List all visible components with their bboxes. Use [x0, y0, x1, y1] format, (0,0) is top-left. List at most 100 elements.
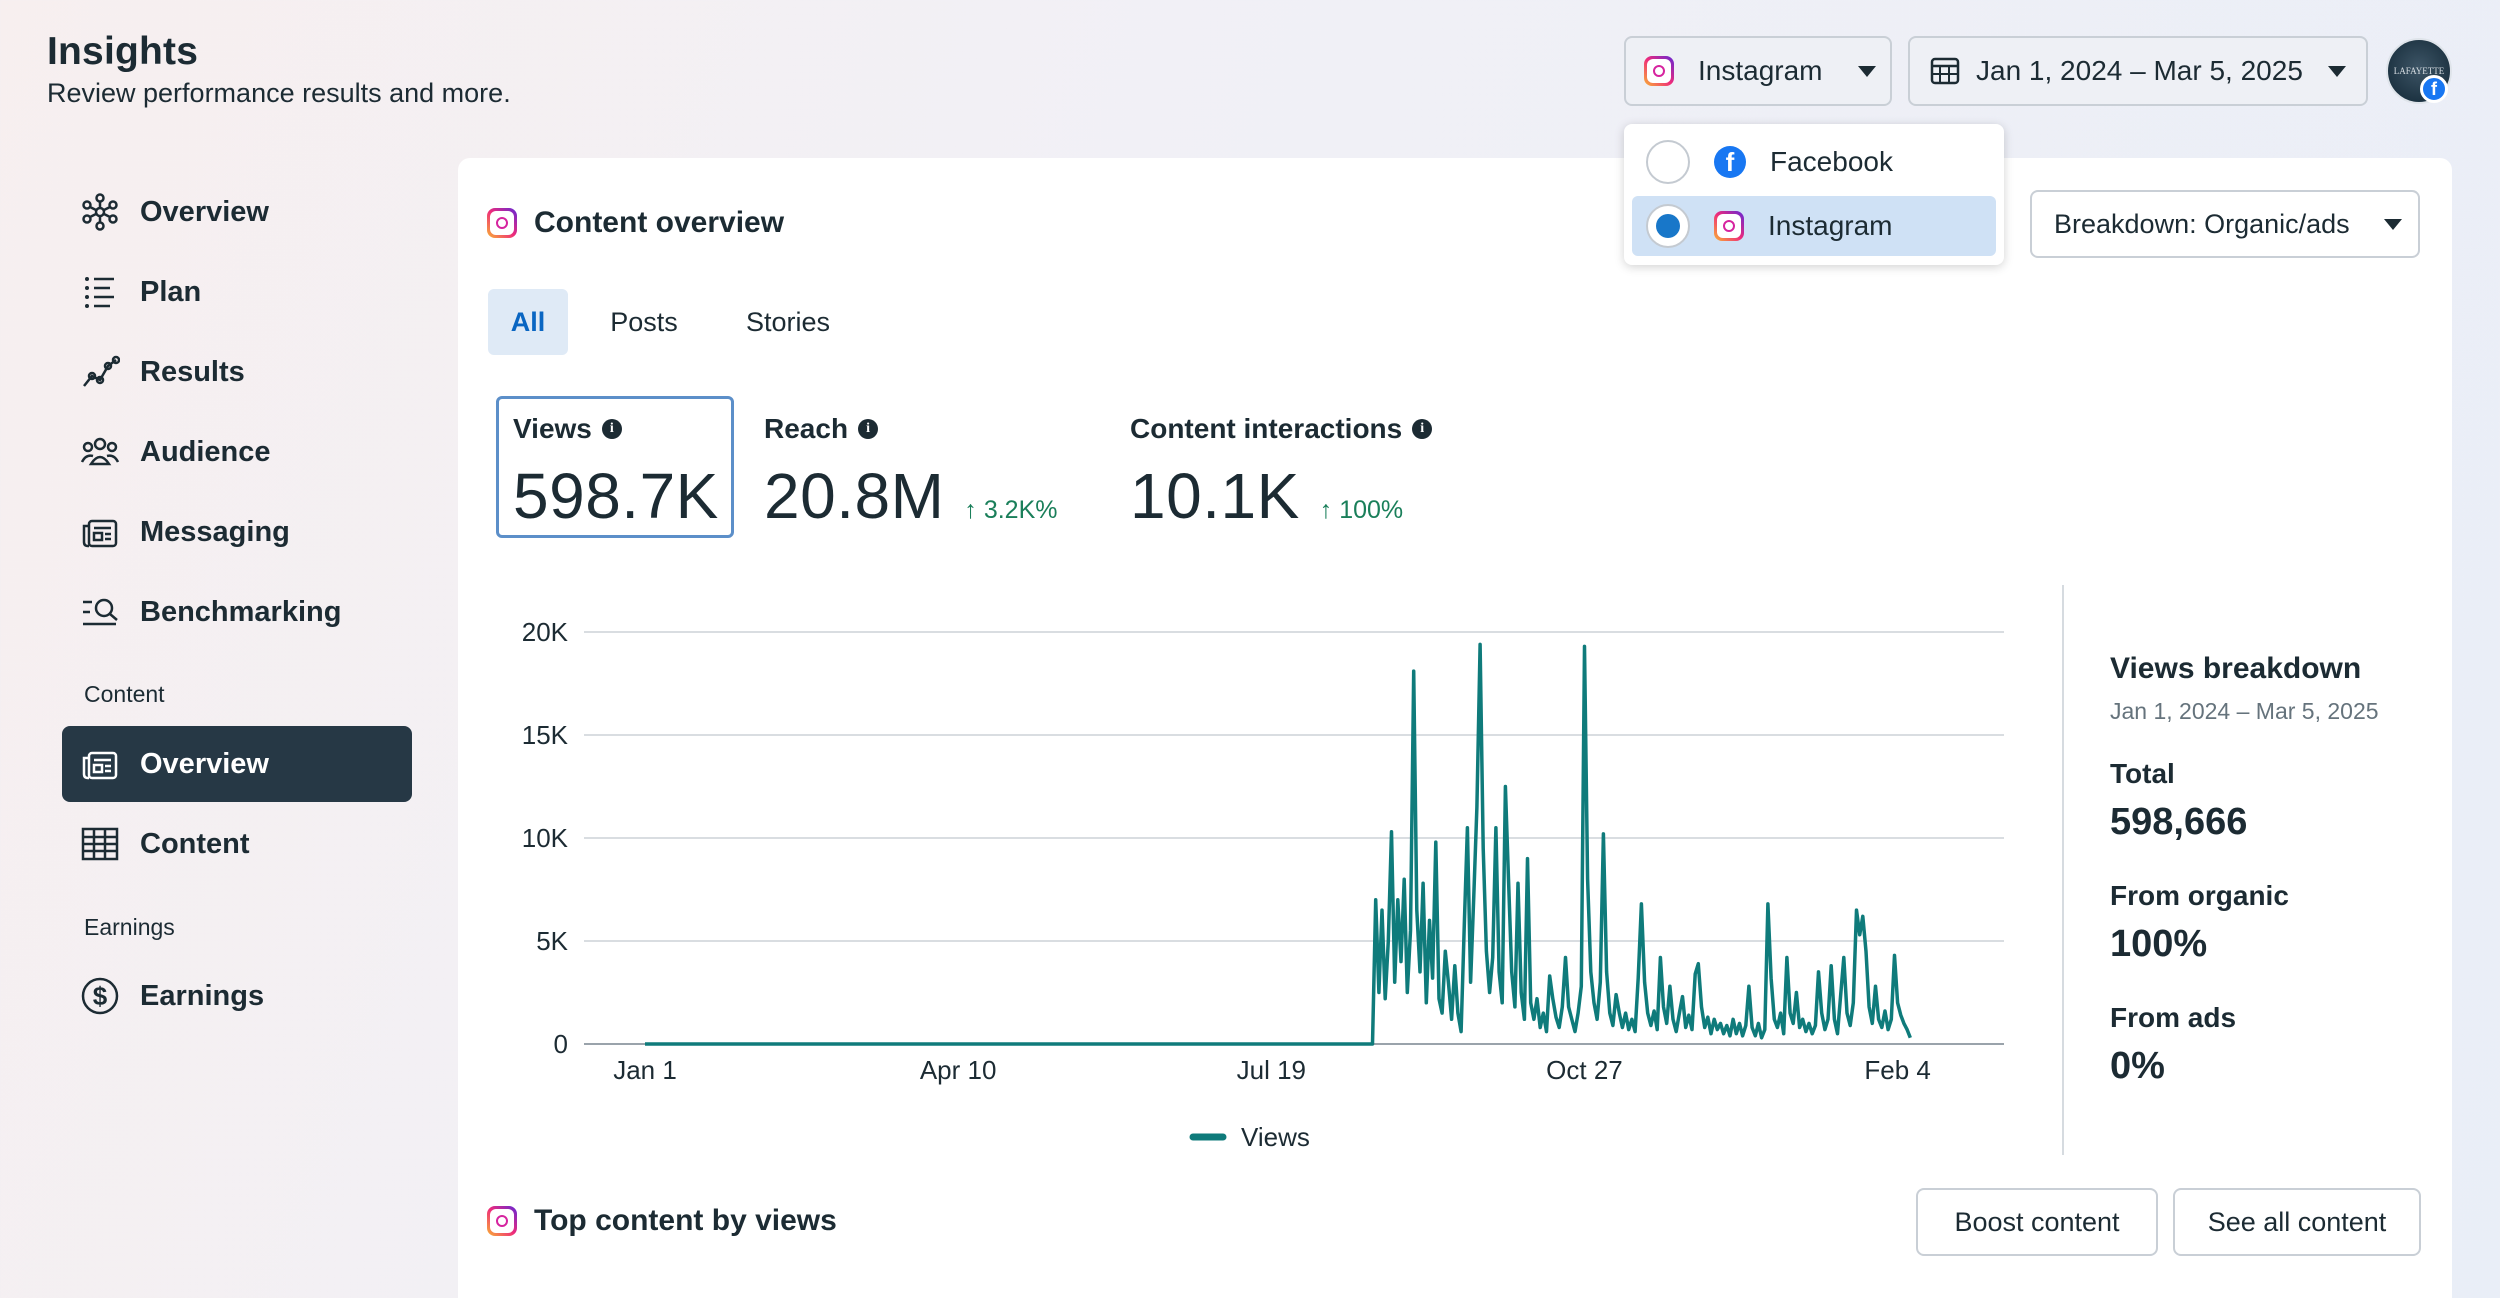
views-breakdown-title: Views breakdown: [2110, 652, 2362, 685]
total-label: Total: [2110, 758, 2175, 789]
organic-value: 100%: [2110, 923, 2208, 965]
y-tick-label: 20K: [522, 617, 569, 647]
tab-all[interactable]: All: [488, 289, 568, 355]
audience-icon: [80, 432, 120, 472]
top-content-title: Top content by views: [534, 1204, 837, 1237]
facebook-icon: f: [1714, 146, 1746, 178]
platform-selector-label: Instagram: [1698, 55, 1823, 86]
x-tick-label: Feb 4: [1864, 1055, 1931, 1085]
page-subtitle: Review performance results and more.: [47, 78, 511, 108]
overview-icon: [80, 192, 120, 232]
ads-value: 0%: [2110, 1045, 2165, 1087]
sidebar-item-audience[interactable]: Audience: [62, 414, 412, 490]
content-overview-icon: [80, 744, 120, 784]
metric-interactions[interactable]: Content interactions i 10.1K ↑ 100%: [1130, 396, 1433, 538]
info-icon[interactable]: i: [1412, 419, 1433, 439]
organic-label: From organic: [2110, 880, 2289, 911]
date-range-label: Jan 1, 2024 – Mar 5, 2025: [1976, 55, 2303, 86]
table-icon: [80, 824, 120, 864]
metric-label: Views: [513, 413, 592, 444]
x-tick-label: Apr 10: [920, 1055, 997, 1085]
caret-down-icon: [2328, 65, 2346, 77]
benchmarking-icon: [80, 592, 120, 632]
metric-label: Content interactions: [1130, 413, 1403, 444]
metric-value: 10.1K: [1130, 460, 1300, 532]
caret-down-icon: [2384, 218, 2402, 230]
avatar[interactable]: LAFAYETTE: [2386, 38, 2452, 104]
page-title: Insights: [47, 30, 199, 73]
sidebar-item-plan[interactable]: Plan: [62, 254, 412, 330]
sidebar-item-label: Results: [140, 355, 245, 388]
dropdown-option-instagram[interactable]: Instagram: [1632, 196, 1996, 256]
breakdown-label: Breakdown: Organic/ads: [2054, 208, 2350, 239]
see-all-content-button[interactable]: See all content: [2173, 1188, 2421, 1256]
metric-views[interactable]: Views i 598.7K: [496, 396, 734, 538]
radio-button-selected[interactable]: [1646, 204, 1690, 248]
divider: [2062, 585, 2064, 1155]
views-breakdown-date: Jan 1, 2024 – Mar 5, 2025: [2110, 698, 2379, 724]
y-tick-label: 15K: [522, 720, 569, 750]
series-line-views: [645, 642, 1912, 1046]
metric-reach[interactable]: Reach i 20.8M ↑ 3.2K%: [764, 396, 1058, 538]
instagram-icon: [1714, 211, 1744, 241]
instagram-icon: [487, 1206, 517, 1236]
content-overview-card: [458, 158, 2452, 1298]
sidebar-item-label: Messaging: [140, 515, 290, 548]
metric-value: 20.8M: [764, 460, 945, 532]
views-line-chart: 0 5K 10K 15K 20K Jan 1 Apr 10 Jul 19 Oct 27 Feb 4…: [522, 617, 2004, 1152]
sidebar-item-label: Overview: [140, 747, 269, 780]
sidebar-item-content[interactable]: Content: [62, 806, 412, 882]
boost-content-button[interactable]: Boost content: [1916, 1188, 2158, 1256]
y-tick-label: 0: [554, 1029, 568, 1059]
y-tick-label: 10K: [522, 823, 569, 853]
instagram-icon: [487, 208, 517, 238]
sidebar-item-messaging[interactable]: Messaging: [62, 494, 412, 570]
dropdown-option-label: Instagram: [1768, 210, 1893, 241]
messaging-icon: [80, 512, 120, 552]
x-tick-label: Oct 27: [1546, 1055, 1623, 1085]
sidebar-item-label: Overview: [140, 195, 269, 228]
ads-label: From ads: [2110, 1002, 2237, 1033]
sidebar-item-earnings[interactable]: $ Earnings: [62, 958, 412, 1034]
sidebar-item-label: Earnings: [140, 979, 265, 1012]
tab-posts[interactable]: Posts: [610, 306, 678, 337]
metric-value: 598.7K: [513, 460, 719, 532]
x-tick-label: Jul 19: [1237, 1055, 1306, 1085]
platform-dropdown-menu: f Facebook Instagram: [1624, 124, 2004, 265]
sidebar-section-earnings: Earnings: [84, 914, 175, 940]
plan-icon: [80, 272, 120, 312]
y-tick-label: 5K: [536, 926, 568, 956]
total-value: 598,666: [2110, 801, 2248, 843]
info-icon[interactable]: i: [601, 419, 622, 439]
sidebar-item-benchmarking[interactable]: Benchmarking: [62, 574, 412, 650]
sidebar-item-label: Content: [140, 827, 250, 860]
caret-down-icon: [1858, 65, 1876, 77]
sidebar-item-content-overview[interactable]: Overview: [62, 726, 412, 802]
metric-delta: 100%: [1339, 496, 1404, 524]
avatar-text: LAFAYETTE: [2393, 65, 2445, 76]
date-range-picker[interactable]: Jan 1, 2024 – Mar 5, 2025: [1908, 36, 2368, 106]
sidebar-item-label: Audience: [140, 435, 271, 468]
sidebar-item-overview[interactable]: Overview: [62, 174, 412, 250]
legend-label: Views: [1241, 1122, 1310, 1152]
sidebar-section-content: Content: [84, 681, 165, 707]
metric-delta: 3.2K%: [983, 496, 1058, 524]
content-overview-title: Content overview: [534, 206, 785, 239]
dollar-icon: $: [80, 976, 120, 1016]
arrow-up-icon: ↑: [1319, 496, 1333, 524]
results-icon: [80, 352, 120, 392]
metric-label: Reach: [764, 413, 849, 444]
radio-button[interactable]: [1646, 140, 1690, 184]
calendar-icon: [1930, 57, 1960, 85]
dropdown-option-facebook[interactable]: f Facebook: [1632, 132, 1996, 192]
instagram-icon: [1644, 56, 1674, 86]
platform-selector[interactable]: Instagram: [1624, 36, 1892, 106]
breakdown-dropdown[interactable]: Breakdown: Organic/ads: [2030, 190, 2420, 258]
sidebar-item-results[interactable]: Results: [62, 334, 412, 410]
dropdown-option-label: Facebook: [1770, 146, 1893, 177]
tab-stories[interactable]: Stories: [745, 306, 831, 337]
facebook-badge-icon: f: [2420, 75, 2448, 103]
info-icon[interactable]: i: [858, 419, 879, 439]
sidebar-item-label: Plan: [140, 275, 202, 308]
sidebar-item-label: Benchmarking: [140, 595, 342, 628]
